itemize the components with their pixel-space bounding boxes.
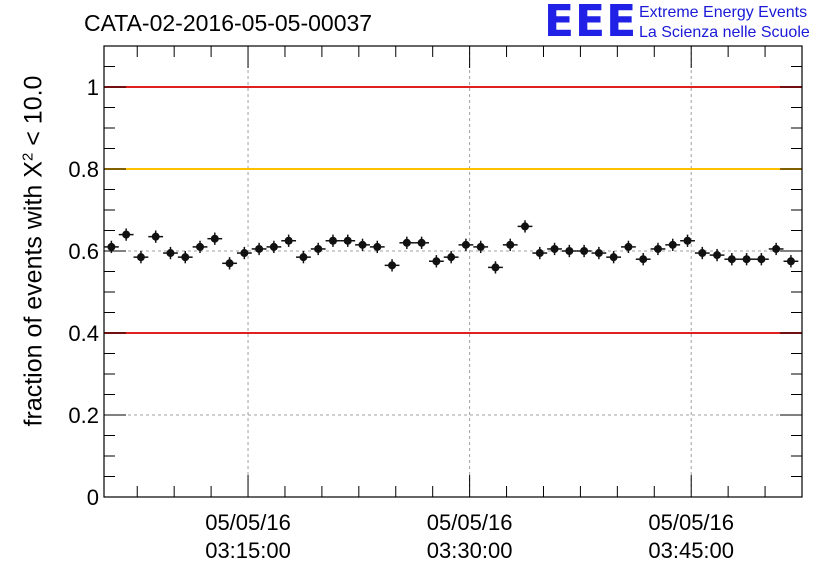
data-point [594,249,603,258]
data-point [757,255,766,264]
eee-logo: EEE Extreme Energy Events La Scienza nel… [544,0,834,47]
data-point [432,257,441,266]
data-point [299,253,308,262]
data-point [491,263,500,272]
data-point [772,244,781,253]
data-point [388,261,397,270]
data-point [196,242,205,251]
logo-mark: EEE [544,0,638,47]
chart-title: CATA-02-2016-05-05-00037 [84,10,373,36]
y-axis-title-main: fraction of events with X [19,161,48,427]
data-point [624,242,633,251]
data-point [698,249,707,258]
data-point [284,236,293,245]
data-point [314,244,323,253]
data-point [550,244,559,253]
x-tick-label-time: 03:30:00 [427,538,513,563]
y-tick-label: 1 [87,75,99,100]
data-point [166,249,175,258]
x-tick-label-date: 05/05/16 [648,510,734,535]
data-point [786,257,795,266]
data-point [358,240,367,249]
data-point [181,253,190,262]
data-point [668,240,677,249]
data-point [402,238,411,247]
data-point [269,242,278,251]
logo-line-1: Extreme Energy Events [639,4,808,21]
data-point [609,253,618,262]
data-point [136,253,145,262]
data-point [151,232,160,241]
data-point [742,255,751,264]
data-point [240,249,249,258]
data-point [417,238,426,247]
x-tick-label-time: 03:45:00 [648,538,734,563]
data-point [461,240,470,249]
x-tick-label-time: 03:15:00 [205,538,291,563]
data-point [447,253,456,262]
data-point [373,242,382,251]
data-point [210,234,219,243]
x-tick-label-date: 05/05/16 [205,510,291,535]
y-tick-label: 0.8 [68,157,99,182]
data-point [683,236,692,245]
data-point [255,244,264,253]
data-point [639,255,648,264]
data-point [122,230,131,239]
y-tick-label: 0.2 [68,403,99,428]
data-point [653,244,662,253]
data-point [343,236,352,245]
data-point [225,259,234,268]
plot-frame [103,45,803,498]
data-point [580,247,589,255]
data-point [713,251,722,260]
x-tick-label-date: 05/05/16 [427,510,513,535]
y-tick-label: 0 [87,485,99,510]
data-point [521,222,530,231]
data-point [565,247,574,255]
y-tick-label: 0.4 [68,321,99,346]
data-point [107,242,116,251]
data-point [328,236,337,245]
logo-line-2: La Scienza nelle Scuole [639,24,810,41]
y-axis-title-sup: 2 [19,152,37,162]
data-point [727,255,736,264]
data-point [476,242,485,251]
y-tick-label: 0.6 [68,239,99,264]
data-point [506,240,515,249]
y-axis-title: fraction of events with X2 < 10.0 [19,76,48,427]
data-point [535,249,544,258]
y-axis-title-tail: < 10.0 [19,75,48,153]
